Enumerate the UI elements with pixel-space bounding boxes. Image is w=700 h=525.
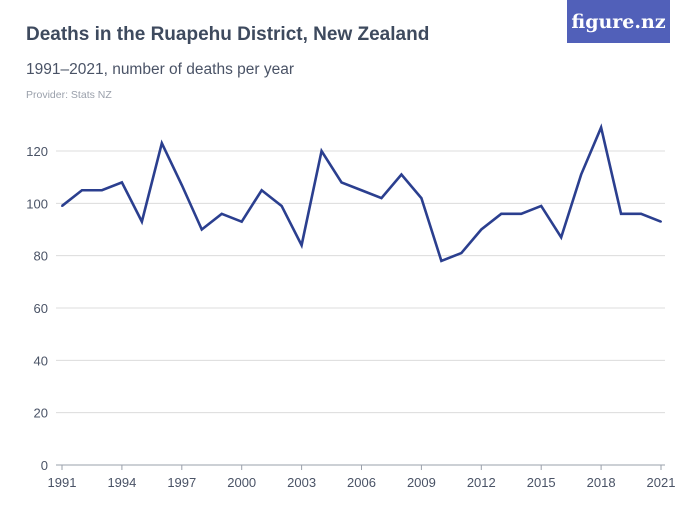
- figure-nz-logo[interactable]: figure.nz: [567, 0, 670, 43]
- data-point-1995: [140, 220, 143, 223]
- data-point-2004: [320, 150, 323, 152]
- x-tick-label: 2018: [587, 475, 616, 490]
- data-point-2008: [400, 173, 403, 176]
- y-tick-label: 60: [34, 301, 48, 316]
- data-point-2001: [260, 189, 263, 192]
- data-point-2013: [500, 212, 503, 215]
- data-point-2017: [580, 173, 583, 176]
- y-tick-label: 0: [41, 458, 48, 473]
- y-tick-label: 20: [34, 406, 48, 421]
- x-tick-label: 1991: [48, 475, 77, 490]
- data-point-2005: [340, 181, 343, 184]
- y-tick-label: 100: [26, 196, 48, 211]
- data-point-2015: [540, 204, 543, 207]
- data-point-2021: [660, 220, 662, 223]
- y-tick-label: 120: [26, 144, 48, 159]
- chart-title: Deaths in the Ruapehu District, New Zeal…: [26, 24, 430, 45]
- x-tick-label: 2000: [227, 475, 256, 490]
- series-line: [61, 123, 662, 263]
- data-point-2002: [280, 204, 283, 207]
- data-point-2018: [600, 126, 603, 129]
- provider-label: Provider: Stats NZ: [26, 89, 112, 101]
- x-tick-label: 2003: [287, 475, 316, 490]
- data-point-1992: [80, 189, 83, 192]
- data-point-1997: [180, 184, 183, 187]
- x-tick-label: 2006: [347, 475, 376, 490]
- data-point-2000: [240, 220, 243, 223]
- x-tick-label: 2012: [467, 475, 496, 490]
- x-tick-label: 2021: [647, 475, 676, 490]
- y-tick-label: 40: [34, 353, 48, 368]
- data-point-2020: [640, 212, 643, 215]
- data-point-2010: [440, 259, 443, 262]
- x-tick-label: 1994: [107, 475, 136, 490]
- data-point-1998: [200, 228, 203, 231]
- data-point-2019: [620, 212, 623, 215]
- data-point-2003: [300, 244, 303, 247]
- x-tick-label: 2015: [527, 475, 556, 490]
- data-point-2011: [460, 252, 463, 255]
- data-point-2007: [380, 197, 383, 200]
- data-point-2006: [360, 189, 363, 192]
- x-tick-label: 1997: [167, 475, 196, 490]
- data-point-2012: [480, 228, 483, 231]
- data-point-2016: [560, 236, 563, 239]
- x-tick-label: 2009: [407, 475, 436, 490]
- data-point-2014: [520, 212, 523, 215]
- data-point-1994: [120, 181, 123, 184]
- data-point-1993: [100, 189, 103, 192]
- data-point-1991: [61, 204, 63, 207]
- data-point-1996: [160, 142, 163, 145]
- data-point-2009: [420, 197, 423, 200]
- chart-subtitle: 1991–2021, number of deaths per year: [26, 61, 294, 78]
- y-tick-label: 80: [34, 249, 48, 264]
- data-point-1999: [220, 212, 223, 215]
